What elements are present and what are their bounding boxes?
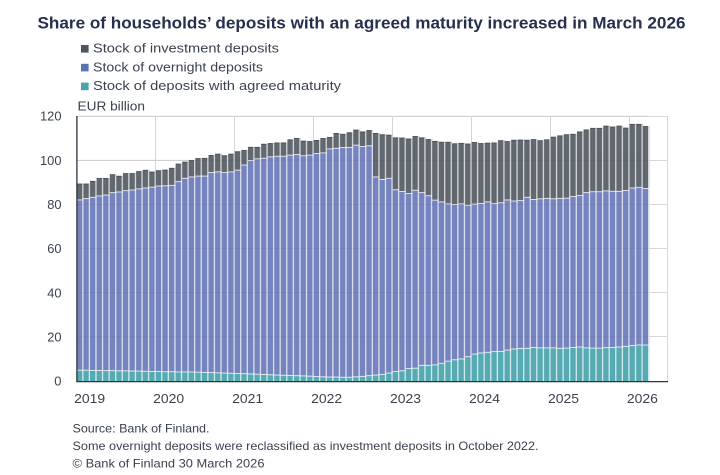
svg-text:Share of households’ deposits: Share of households’ deposits with an ag… bbox=[38, 13, 686, 32]
svg-text:2021: 2021 bbox=[232, 391, 263, 406]
svg-text:2019: 2019 bbox=[74, 391, 105, 406]
svg-text:2020: 2020 bbox=[153, 391, 184, 406]
svg-text:100: 100 bbox=[40, 153, 62, 168]
svg-text:2022: 2022 bbox=[311, 391, 342, 406]
svg-text:2026: 2026 bbox=[627, 391, 658, 406]
svg-text:2025: 2025 bbox=[548, 391, 579, 406]
svg-text:40: 40 bbox=[47, 285, 61, 300]
svg-text:© Bank of Finland 30 March 202: © Bank of Finland 30 March 2026 bbox=[73, 457, 265, 471]
svg-text:Stock of investment deposits: Stock of investment deposits bbox=[93, 41, 280, 56]
svg-text:20: 20 bbox=[47, 329, 61, 344]
svg-text:80: 80 bbox=[47, 197, 61, 212]
svg-text:2024: 2024 bbox=[469, 391, 500, 406]
svg-text:2023: 2023 bbox=[390, 391, 421, 406]
svg-text:60: 60 bbox=[47, 241, 61, 256]
svg-text:EUR billion: EUR billion bbox=[78, 99, 146, 114]
svg-text:Stock of deposits with agreed: Stock of deposits with agreed maturity bbox=[93, 78, 342, 93]
svg-text:120: 120 bbox=[40, 109, 62, 124]
svg-text:Some overnight deposits were r: Some overnight deposits were reclassifie… bbox=[73, 439, 539, 453]
svg-text:0: 0 bbox=[54, 374, 61, 389]
svg-text:Source: Bank of Finland.: Source: Bank of Finland. bbox=[73, 422, 210, 436]
svg-text:Stock of overnight deposits: Stock of overnight deposits bbox=[93, 59, 264, 74]
